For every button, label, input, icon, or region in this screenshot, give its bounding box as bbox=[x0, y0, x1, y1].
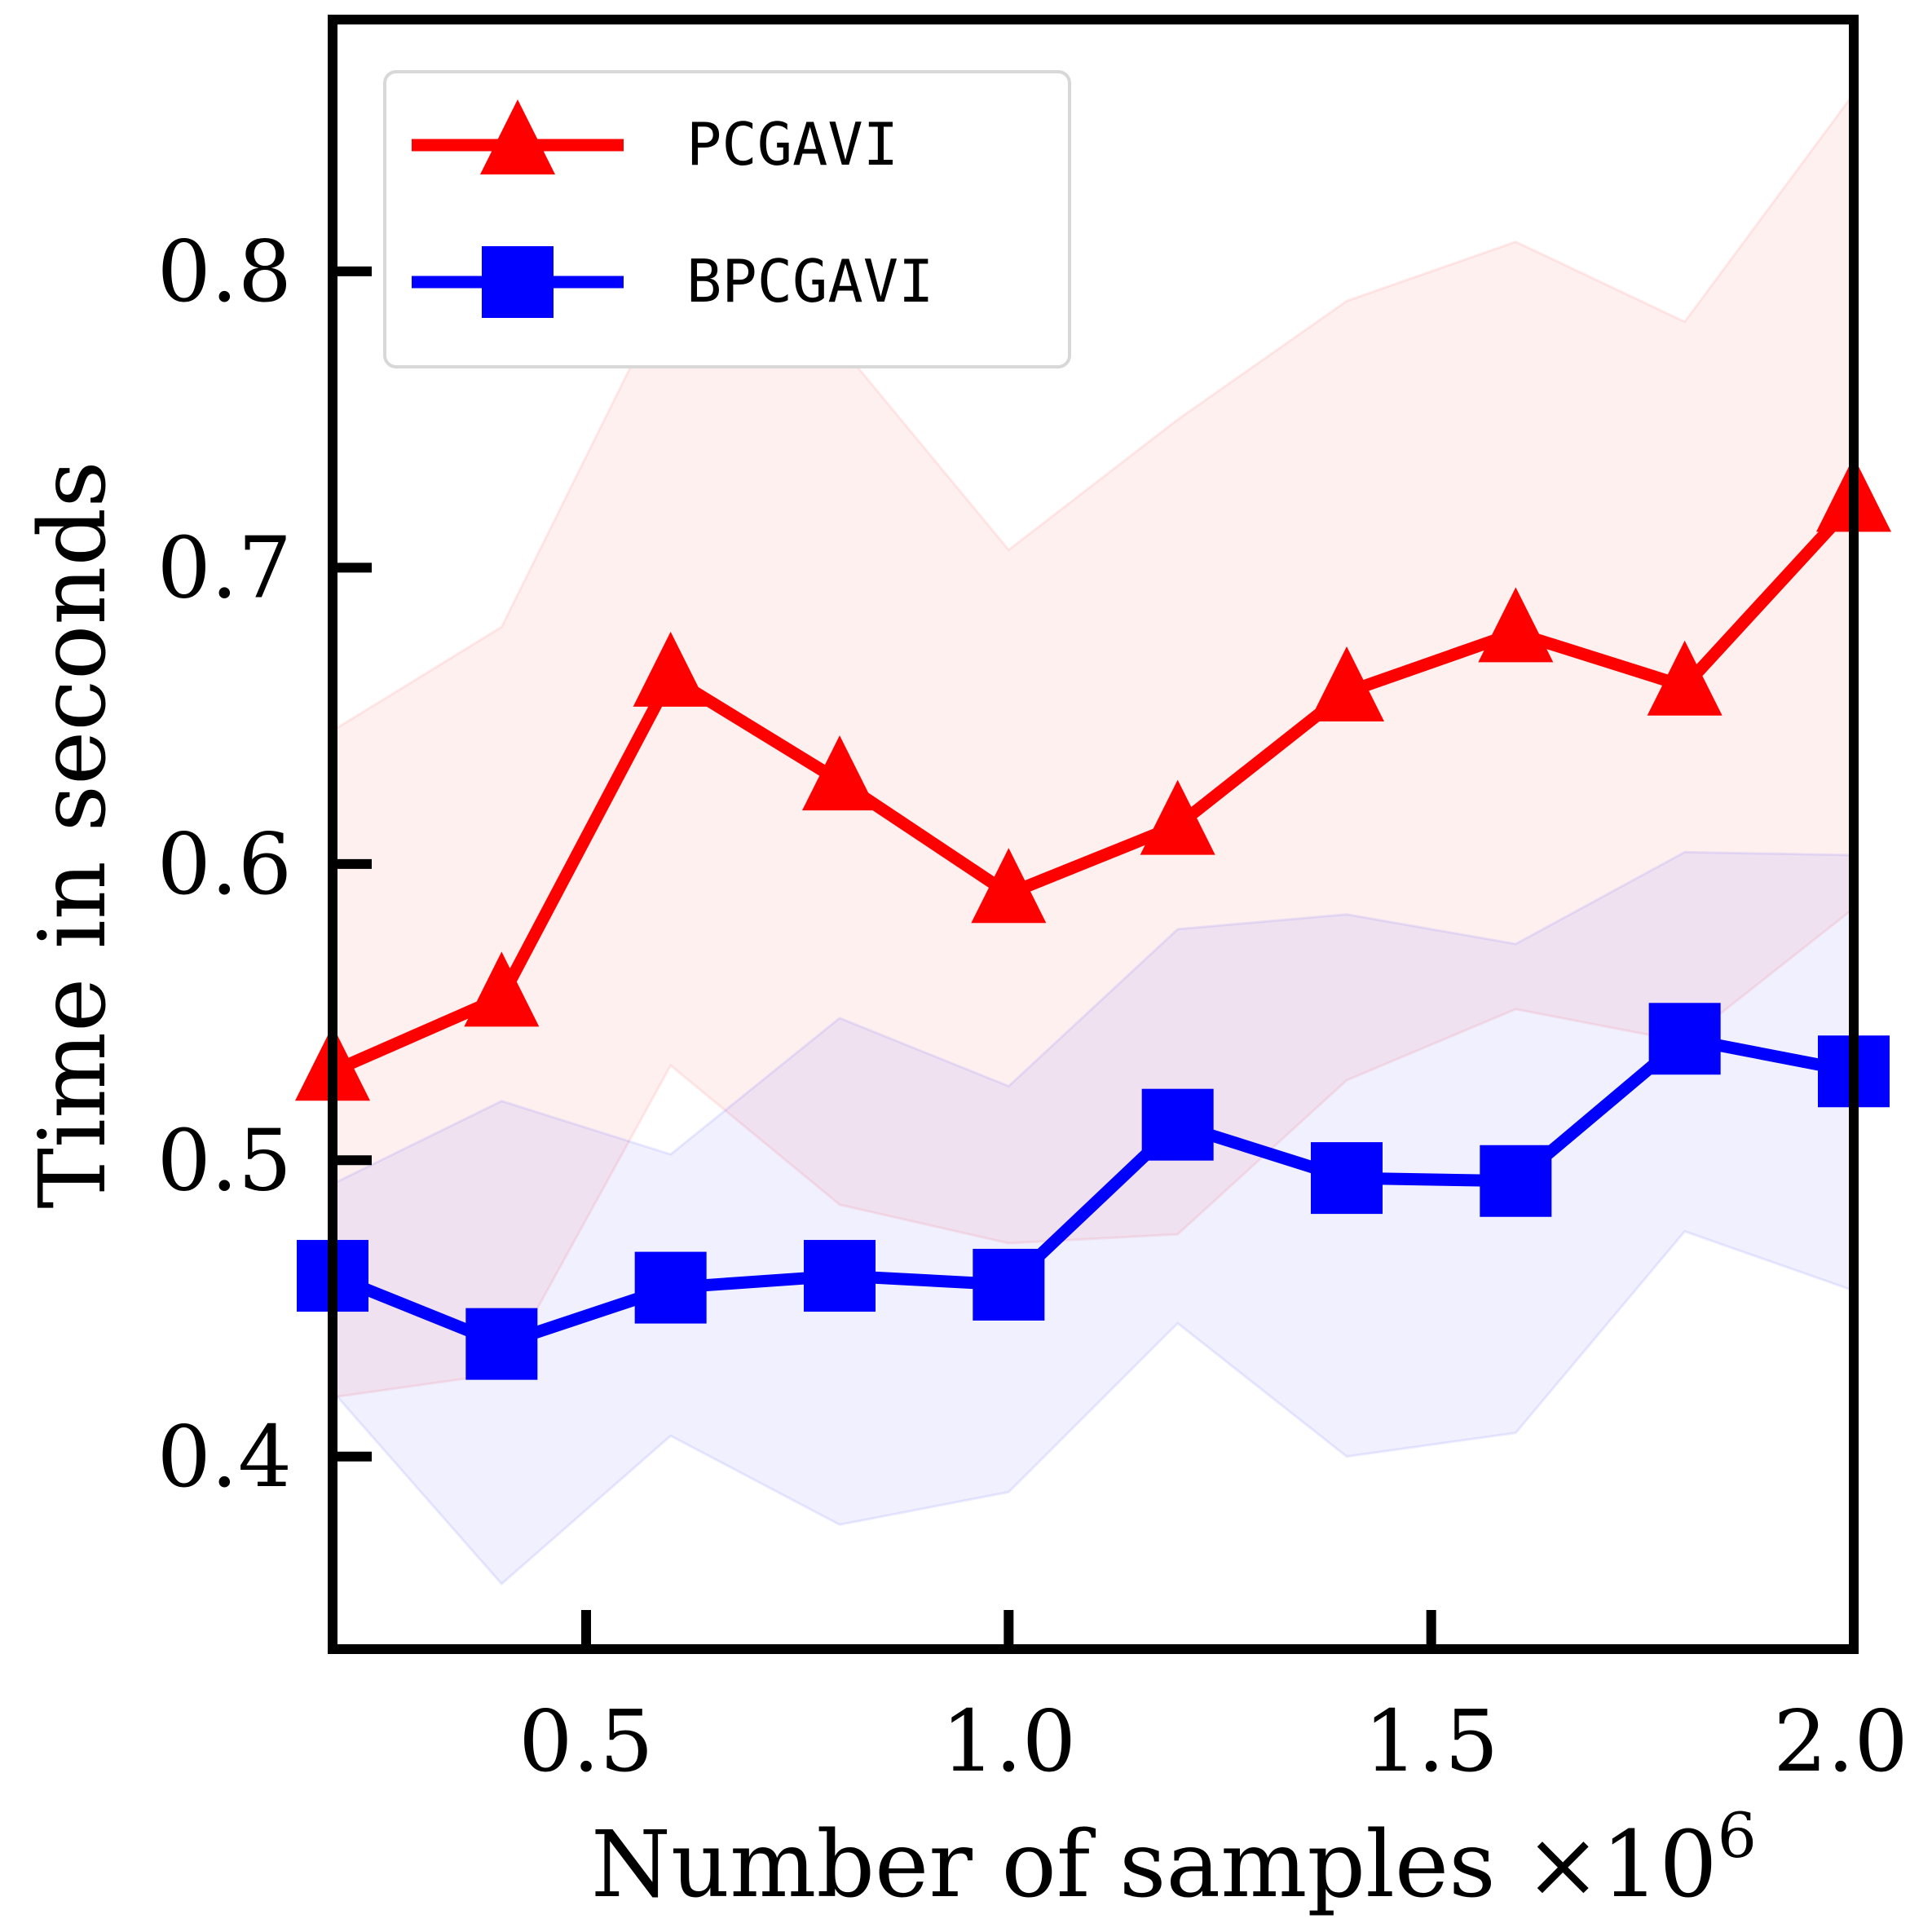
bpcgavi-legend-marker bbox=[482, 246, 554, 318]
bpcgavi-point bbox=[1480, 1145, 1552, 1217]
pcgavi-point bbox=[464, 951, 540, 1027]
y-axis: 0.4 0.5 0.6 0.7 0.8 bbox=[157, 222, 372, 1506]
y-tick-label: 0.8 bbox=[157, 222, 292, 321]
pcgavi-legend-label: PCGAVI bbox=[686, 110, 898, 179]
bpcgavi-legend-label: BPCGAVI bbox=[686, 247, 933, 315]
y-tick-label: 0.6 bbox=[157, 814, 292, 914]
x-tick-label: 0.5 bbox=[518, 1692, 653, 1791]
pcgavi-point bbox=[633, 631, 708, 707]
pcgavi-point bbox=[971, 848, 1047, 924]
y-axis-label: Time in seconds bbox=[20, 461, 126, 1208]
confidence-bands bbox=[333, 91, 1854, 1586]
series-markers bbox=[295, 457, 1891, 1380]
bpcgavi-line bbox=[333, 1032, 1854, 1351]
x-tick-label: 1.0 bbox=[942, 1692, 1076, 1791]
pcgavi-point bbox=[1309, 646, 1384, 722]
x-axis-exponent: 6 bbox=[1718, 1799, 1757, 1872]
bpcgavi-point bbox=[973, 1248, 1045, 1321]
bpcgavi-point bbox=[1141, 1088, 1214, 1161]
x-tick-label: 1.5 bbox=[1364, 1692, 1498, 1791]
y-tick-label: 0.5 bbox=[157, 1110, 292, 1210]
pcgavi-point bbox=[1478, 587, 1554, 663]
pcgavi-band bbox=[333, 91, 1854, 1399]
bpcgavi-point bbox=[465, 1308, 538, 1380]
legend: PCGAVI BPCGAVI bbox=[383, 70, 1071, 368]
pcgavi-point bbox=[1647, 640, 1722, 716]
y-tick-label: 0.4 bbox=[157, 1407, 292, 1506]
series-lines bbox=[333, 498, 1854, 1351]
pcgavi-point bbox=[1140, 779, 1215, 855]
bpcgavi-point bbox=[634, 1251, 707, 1324]
x-tick-label: 2.0 bbox=[1773, 1692, 1908, 1791]
bpcgavi-point bbox=[1648, 1003, 1721, 1075]
x-axis-label: Number of samples ×106 bbox=[591, 1799, 1757, 1918]
plot-frame bbox=[328, 15, 1859, 1654]
bpcgavi-band bbox=[333, 850, 1854, 1586]
x-axis: 0.5 1.0 1.5 2.0 bbox=[518, 1610, 1908, 1791]
y-tick-label: 0.7 bbox=[157, 518, 292, 617]
pcgavi-line bbox=[333, 498, 1854, 1078]
bpcgavi-point bbox=[1311, 1142, 1383, 1215]
bpcgavi-point bbox=[804, 1240, 876, 1312]
pcgavi-legend-marker bbox=[480, 99, 555, 174]
pcgavi-point bbox=[802, 735, 877, 811]
